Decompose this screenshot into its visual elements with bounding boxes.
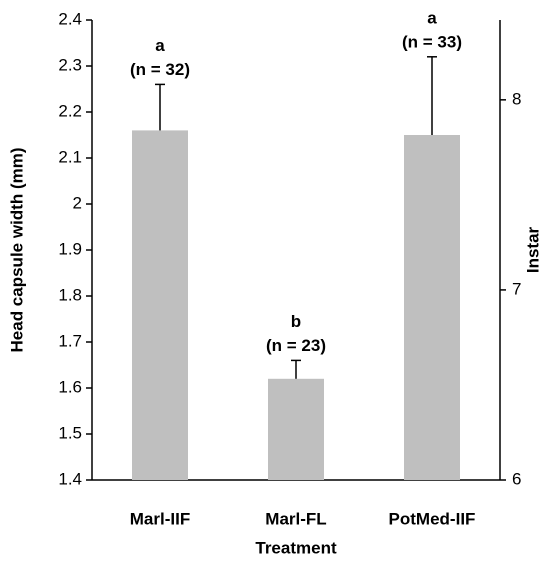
y-axis-label: Head capsule width (mm) — [7, 148, 26, 353]
n-label: (n = 32) — [130, 60, 190, 79]
y-tick-label: 2.3 — [58, 55, 82, 74]
y-tick-label: 1.8 — [58, 285, 82, 304]
bar — [132, 130, 188, 480]
n-label: (n = 23) — [266, 336, 326, 355]
bar — [268, 378, 324, 480]
y2-tick-label: 8 — [512, 89, 521, 108]
y-tick-label: 1.6 — [58, 377, 82, 396]
bar — [404, 135, 460, 480]
y2-tick-label: 6 — [512, 469, 521, 488]
x-tick-label: Marl-IIF — [130, 509, 190, 528]
y2-tick-label: 7 — [512, 279, 521, 298]
y-tick-label: 2 — [73, 193, 82, 212]
y-tick-label: 1.4 — [58, 469, 82, 488]
x-tick-label: PotMed-IIF — [389, 509, 476, 528]
y-tick-label: 2.2 — [58, 101, 82, 120]
y-tick-label: 1.7 — [58, 331, 82, 350]
y-tick-label: 2.4 — [58, 9, 82, 28]
n-label: (n = 33) — [402, 32, 462, 51]
x-axis-label: Treatment — [255, 538, 337, 557]
significance-letter: b — [291, 312, 301, 331]
y-tick-label: 1.9 — [58, 239, 82, 258]
y2-axis-label: Instar — [523, 226, 542, 273]
x-tick-label: Marl-FL — [265, 509, 326, 528]
y-tick-label: 2.1 — [58, 147, 82, 166]
significance-letter: a — [155, 36, 165, 55]
y-tick-label: 1.5 — [58, 423, 82, 442]
significance-letter: a — [427, 8, 437, 27]
